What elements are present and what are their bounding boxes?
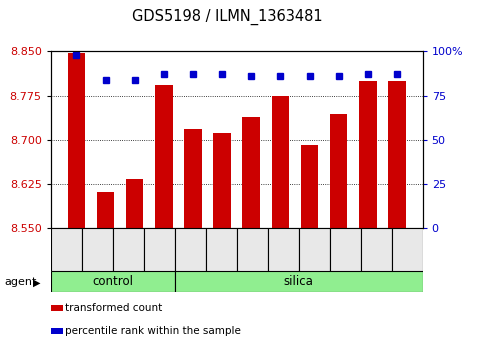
- Text: GDS5198 / ILMN_1363481: GDS5198 / ILMN_1363481: [132, 9, 322, 25]
- Bar: [268, 228, 298, 271]
- Text: silica: silica: [284, 275, 313, 288]
- Bar: [301, 144, 318, 228]
- Bar: [126, 179, 143, 228]
- Bar: [175, 228, 206, 271]
- Bar: [298, 228, 329, 271]
- Bar: [82, 228, 113, 271]
- Bar: [213, 133, 231, 228]
- Bar: [68, 52, 85, 228]
- Bar: [242, 118, 260, 228]
- Bar: [388, 81, 406, 228]
- Bar: [97, 192, 114, 228]
- Text: transformed count: transformed count: [65, 303, 162, 313]
- Text: percentile rank within the sample: percentile rank within the sample: [65, 326, 241, 336]
- Text: control: control: [92, 275, 133, 288]
- Bar: [184, 129, 202, 228]
- Bar: [175, 271, 423, 292]
- Bar: [359, 81, 377, 228]
- Bar: [155, 85, 172, 228]
- Bar: [237, 228, 268, 271]
- Bar: [329, 228, 361, 271]
- Bar: [271, 96, 289, 228]
- Bar: [51, 228, 82, 271]
- Bar: [361, 228, 392, 271]
- Bar: [144, 228, 175, 271]
- Bar: [392, 228, 423, 271]
- Bar: [330, 114, 347, 228]
- Bar: [206, 228, 237, 271]
- Bar: [113, 228, 144, 271]
- Text: agent: agent: [5, 278, 37, 287]
- Bar: [51, 271, 175, 292]
- Text: ▶: ▶: [33, 278, 41, 287]
